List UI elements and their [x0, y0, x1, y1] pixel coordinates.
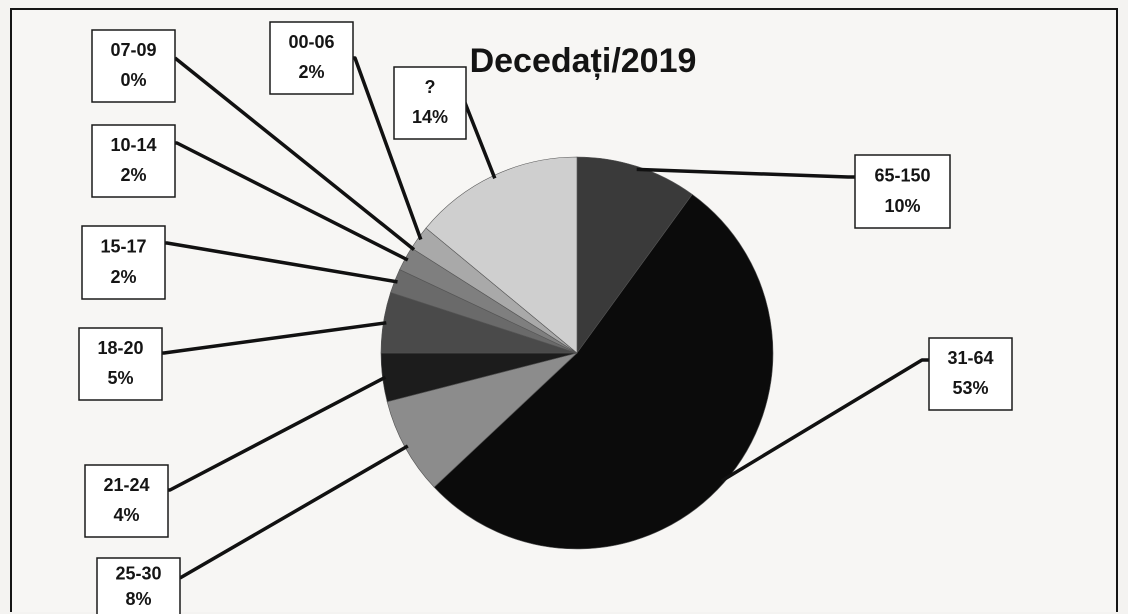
data-label-5: 15-17 2%	[81, 225, 166, 300]
slice-category-label: 07-09	[110, 40, 156, 60]
leader-line-3	[168, 375, 387, 492]
slice-percent-label: 4%	[113, 505, 139, 525]
chart-title: Decedați/2019	[470, 42, 697, 80]
pie-chart: Decedați/2019 65-150 10% 31-64 53% 25-30 8% 21…	[78, 21, 1013, 614]
slice-category-label: 25-30	[115, 564, 161, 584]
data-label-box	[84, 464, 169, 538]
data-label-3: 21-24 4%	[84, 464, 169, 538]
leader-line-4	[162, 321, 387, 355]
slice-percent-label: 14%	[412, 107, 448, 127]
data-label-box	[96, 557, 181, 614]
slice-category-label: 18-20	[97, 338, 143, 358]
slice-percent-label: 0%	[120, 70, 146, 90]
leader-line-0	[636, 167, 855, 179]
pie-slice-1	[433, 194, 774, 550]
data-label-9: ? 14%	[393, 66, 467, 140]
data-label-6: 10-14 2%	[91, 124, 176, 198]
data-label-box	[393, 66, 467, 140]
slice-percent-label: 2%	[110, 267, 136, 287]
data-label-box	[854, 154, 951, 229]
slice-category-label: 00-06	[288, 32, 334, 52]
leader-line-7	[173, 56, 416, 251]
slice-category-label: 15-17	[100, 236, 146, 256]
pie-slices	[380, 156, 774, 550]
slice-percent-label: 10%	[884, 196, 920, 216]
slice-category-label: 21-24	[103, 475, 149, 495]
leader-line-1	[720, 358, 929, 483]
leader-line-5	[165, 241, 398, 284]
data-label-box	[928, 337, 1013, 411]
slice-category-label: 10-14	[110, 135, 156, 155]
slice-category-label: 65-150	[874, 165, 930, 185]
slice-percent-label: 5%	[107, 368, 133, 388]
slice-percent-label: 8%	[125, 589, 151, 609]
data-label-2: 25-30 8%	[96, 557, 181, 614]
data-label-box	[81, 225, 166, 300]
pie-slice-0	[576, 156, 693, 354]
leader-line-2	[179, 444, 409, 580]
chart-frame: Decedați/2019 65-150 10% 31-64 53% 25-30 8% 21…	[10, 8, 1118, 614]
slice-percent-label: 53%	[952, 378, 988, 398]
data-label-8: 00-06 2%	[269, 21, 354, 95]
data-label-box	[91, 29, 176, 103]
data-label-box	[78, 327, 163, 401]
data-label-0: 65-150 10%	[854, 154, 951, 229]
slice-labels: 65-150 10% 31-64 53% 25-30 8% 21-24 4% 18-20 5% 15…	[78, 21, 1013, 614]
data-label-box	[269, 21, 354, 95]
data-label-box	[91, 124, 176, 198]
slice-category-label: ?	[425, 77, 436, 97]
data-label-1: 31-64 53%	[928, 337, 1013, 411]
slice-percent-label: 2%	[120, 165, 146, 185]
data-label-7: 07-09 0%	[91, 29, 176, 103]
leader-line-6	[175, 141, 409, 262]
slice-category-label: 31-64	[947, 348, 993, 368]
slice-percent-label: 2%	[298, 62, 324, 82]
data-label-4: 18-20 5%	[78, 327, 163, 401]
